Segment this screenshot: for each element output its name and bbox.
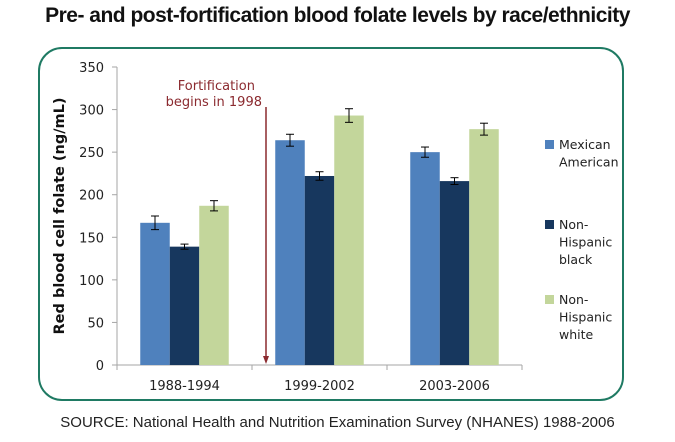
bar: [169, 246, 200, 365]
legend-label: Non-: [559, 292, 588, 307]
y-tick-label: 300: [79, 104, 104, 119]
bar: [304, 175, 335, 365]
bar: [410, 152, 440, 365]
annotation-arrow-head: [263, 356, 269, 364]
bar: [275, 140, 305, 365]
legend-label: Mexican: [559, 137, 611, 152]
chart-title: Pre- and post-fortification blood folate…: [45, 4, 630, 27]
legend-label: black: [559, 252, 593, 267]
y-tick-label: 50: [87, 316, 104, 331]
y-tick-label: 100: [79, 274, 104, 289]
bar: [199, 205, 229, 365]
source-note: SOURCE: National Health and Nutrition Ex…: [60, 414, 615, 431]
x-tick-label: 2003-2006: [419, 379, 490, 394]
chart-frame: [38, 47, 624, 401]
bar: [469, 129, 499, 365]
legend-label: Non-: [559, 217, 588, 232]
bar: [439, 181, 470, 365]
bar: [334, 115, 364, 365]
x-tick-label: 1999-2002: [284, 379, 355, 394]
y-tick-label: 200: [79, 189, 104, 204]
legend-swatch: [545, 220, 554, 229]
legend-swatch: [545, 295, 554, 304]
annotation-text: begins in 1998: [166, 95, 262, 110]
legend-label: white: [559, 327, 594, 342]
y-axis-label: Red blood cell folate (ng/mL): [52, 98, 68, 335]
legend-swatch: [545, 140, 554, 149]
legend-label: Hispanic: [559, 310, 612, 325]
legend-label: American: [559, 155, 619, 170]
y-tick-label: 350: [79, 61, 104, 76]
annotation-text: Fortification: [178, 79, 255, 94]
y-tick-label: 250: [79, 146, 104, 161]
bar: [140, 222, 170, 365]
y-tick-label: 0: [96, 359, 104, 374]
legend-label: Hispanic: [559, 235, 612, 250]
y-tick-label: 150: [79, 231, 104, 246]
x-tick-label: 1988-1994: [149, 379, 220, 394]
